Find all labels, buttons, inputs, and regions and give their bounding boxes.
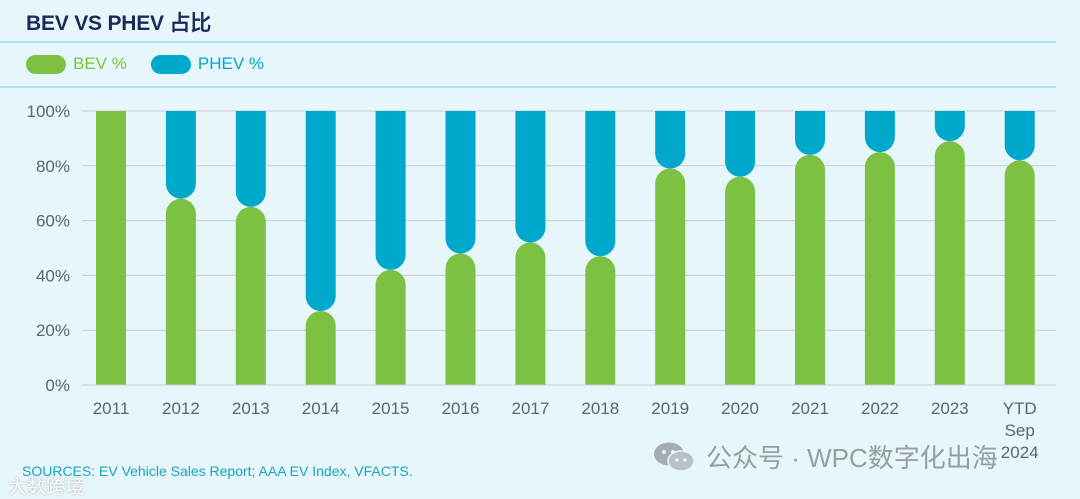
bar-bev — [305, 311, 336, 385]
x-tick-label: 2014 — [302, 399, 340, 418]
source-note: SOURCES: EV Vehicle Sales Report; AAA EV… — [22, 463, 413, 479]
wechat-icon — [652, 441, 696, 473]
bar-phev — [375, 111, 406, 270]
y-tick-label: 100% — [27, 102, 70, 121]
legend: BEV % PHEV % — [26, 53, 288, 75]
bar-bev — [725, 176, 756, 385]
x-tick-label: 2015 — [372, 399, 410, 418]
bar-bev — [585, 256, 616, 385]
bar-phev — [864, 111, 895, 153]
chart-title: BEV VS PHEV 占比 — [26, 12, 212, 35]
bar-bev — [445, 253, 476, 385]
x-tick-label: 2017 — [511, 399, 549, 418]
legend-swatch-bev — [26, 54, 66, 74]
legend-item-bev: BEV % — [26, 54, 127, 74]
y-tick-label: 80% — [36, 157, 70, 176]
x-tick-label: 2011 — [93, 399, 130, 418]
x-tick-label: 2016 — [442, 399, 480, 418]
x-tick-label: 2012 — [162, 399, 200, 418]
legend-divider — [0, 86, 1056, 88]
bar-phev — [795, 111, 825, 155]
bar-bev — [864, 152, 895, 385]
y-tick-label: 40% — [36, 266, 70, 285]
bar-bev — [795, 154, 825, 385]
bar-bev — [375, 269, 406, 385]
bar-phev — [725, 111, 756, 177]
bar-phev — [934, 111, 965, 142]
title-divider — [0, 41, 1056, 43]
bar-phev — [445, 111, 476, 254]
bar-phev — [235, 111, 266, 207]
x-tick-label: 2018 — [581, 399, 619, 418]
bar-bev — [515, 242, 546, 385]
bar-bev — [235, 206, 266, 385]
watermark-left: 大数跨境 — [8, 472, 84, 499]
bar-phev — [585, 111, 616, 257]
x-tick-label: 2020 — [721, 399, 759, 418]
legend-swatch-phev — [150, 54, 191, 74]
bar-bev — [1004, 160, 1035, 385]
x-tick-label: 2019 — [651, 399, 689, 418]
watermark-wechat: 公众号 · WPC数字化出海 — [652, 438, 998, 475]
legend-item-phev: PHEV % — [150, 54, 264, 74]
bar-bev — [165, 198, 196, 385]
x-tick-label: 2021 — [791, 399, 829, 418]
y-tick-label: 0% — [45, 376, 70, 395]
bar-phev — [515, 111, 546, 243]
bar-phev — [305, 111, 336, 312]
x-tick-label: YTD Sep 2024 — [1001, 399, 1039, 462]
bar-bev — [655, 168, 686, 385]
y-tick-label: 60% — [36, 212, 70, 231]
bar-phev — [165, 111, 196, 199]
x-tick-label: 2022 — [861, 399, 899, 418]
legend-label-phev: PHEV % — [197, 54, 264, 73]
bar-phev — [655, 111, 686, 169]
y-tick-label: 20% — [36, 321, 70, 340]
legend-label-bev: BEV % — [73, 54, 127, 73]
bar-bev — [96, 111, 126, 385]
x-tick-label: 2013 — [232, 399, 270, 418]
bar-phev — [1004, 111, 1035, 161]
x-tick-label: 2023 — [931, 399, 969, 418]
bar-bev — [934, 141, 965, 385]
watermark-wechat-text: 公众号 · WPC数字化出海 — [706, 443, 998, 473]
watermark-left-text: 大数跨境 — [8, 477, 85, 498]
